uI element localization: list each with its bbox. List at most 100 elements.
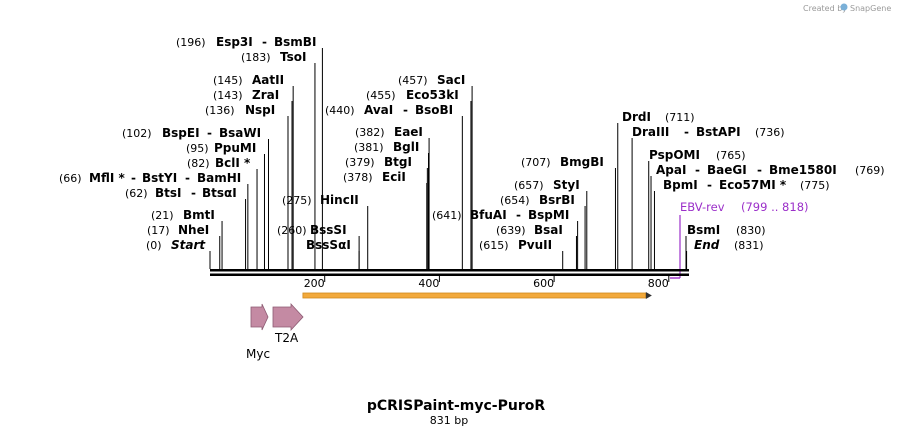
site-label-aatii[interactable]: (145) AatII — [213, 73, 284, 87]
map-length: 831 bp — [430, 414, 468, 427]
orf-bar — [302, 292, 647, 299]
site-lines — [209, 48, 688, 269]
site-label-hincii[interactable]: (275) HincII — [282, 193, 359, 207]
svg-text:SacI: SacI — [437, 73, 465, 87]
svg-text:BsrBI: BsrBI — [539, 193, 575, 207]
svg-text:(378): (378) — [343, 171, 373, 184]
svg-text:EaeI: EaeI — [394, 125, 423, 139]
site-label-bsai[interactable]: (639) BsaI — [496, 223, 563, 237]
svg-text:(21): (21) — [151, 209, 174, 222]
site-label-btgi[interactable]: (379) BtgI — [345, 155, 412, 169]
site-label-bpmi[interactable]: BpmI - Eco57MI * (775) — [663, 178, 830, 192]
svg-text:BsaWI: BsaWI — [219, 126, 261, 140]
svg-text:EciI: EciI — [382, 170, 406, 184]
svg-text:(136): (136) — [205, 104, 235, 117]
site-label-apai[interactable]: ApaI - BaeGI - Bme1580I (769) — [656, 163, 885, 177]
site-label-bgli[interactable]: (381) BglI — [354, 140, 419, 154]
feature-puro-orf[interactable] — [302, 292, 652, 299]
svg-text:BtsI: BtsI — [155, 186, 182, 200]
svg-text:BfuAI: BfuAI — [470, 208, 507, 222]
site-label-mfli[interactable]: (66) MflI * - BstYI - BamHI — [59, 171, 241, 185]
svg-text:(379): (379) — [345, 156, 375, 169]
site-label-bcli[interactable]: (82) BclI * — [187, 156, 251, 170]
svg-text:(143): (143) — [213, 89, 243, 102]
svg-text:BstYI: BstYI — [142, 171, 177, 185]
svg-text:-: - — [403, 103, 408, 117]
svg-text:HincII: HincII — [320, 193, 359, 207]
svg-text:(657): (657) — [514, 179, 544, 192]
svg-text:NheI: NheI — [178, 223, 209, 237]
svg-text:-: - — [185, 171, 190, 185]
svg-text:-: - — [516, 208, 521, 222]
svg-text:-: - — [684, 125, 689, 139]
axis-tick-label: 800 — [648, 277, 669, 290]
site-label-nspi[interactable]: (136) NspI — [205, 103, 275, 117]
site-label-bfuai[interactable]: (641) BfuAI - BspMI — [432, 208, 569, 222]
svg-text:BclI *: BclI * — [215, 156, 251, 170]
site-label-pspomi[interactable]: PspOMI (765) — [649, 148, 746, 162]
svg-text:BtgI: BtgI — [384, 155, 412, 169]
svg-text:PpuMI: PpuMI — [214, 141, 256, 155]
site-label-avai[interactable]: (440) AvaI - BsoBI — [325, 103, 453, 117]
site-label-bmgbi[interactable]: (707) BmgBI — [521, 155, 604, 169]
site-label-pvuii[interactable]: (615) PvuII — [479, 238, 552, 252]
svg-text:BtsαI: BtsαI — [202, 186, 237, 200]
svg-text:BssSαI: BssSαI — [306, 238, 351, 252]
site-label-btsi[interactable]: (62) BtsI - BtsαI — [125, 186, 237, 200]
site-label-draiii[interactable]: DraIII - BstAPI (736) — [632, 125, 785, 139]
svg-text:(102): (102) — [122, 127, 152, 140]
svg-text:Esp3I: Esp3I — [216, 35, 253, 49]
feature-myc[interactable]: Myc — [246, 303, 270, 361]
svg-text:-: - — [757, 163, 762, 177]
svg-text:(615): (615) — [479, 239, 509, 252]
svg-text:End: End — [694, 238, 720, 252]
sequence-backbone[interactable] — [210, 269, 689, 276]
backbone-bottom-strand — [210, 273, 689, 276]
site-label-eco53ki[interactable]: (455) Eco53kI — [366, 88, 459, 102]
svg-text:BspMI: BspMI — [528, 208, 569, 222]
site-label-styi[interactable]: (657) StyI — [514, 178, 580, 192]
axis-ticks: 200 400 600 800 — [304, 276, 670, 290]
svg-text:(17): (17) — [147, 224, 170, 237]
svg-text:BaeGI: BaeGI — [707, 163, 747, 177]
svg-text:(707): (707) — [521, 156, 551, 169]
svg-text:(62): (62) — [125, 187, 148, 200]
svg-text:-: - — [131, 171, 136, 185]
site-label-start[interactable]: (0) Start — [146, 238, 206, 252]
svg-text:(82): (82) — [187, 157, 210, 170]
svg-text:(0): (0) — [146, 239, 162, 252]
orf-arrowhead-icon — [645, 292, 652, 299]
site-label-bsssai[interactable]: BssSαI — [306, 238, 351, 252]
svg-text:(260): (260) — [277, 224, 307, 237]
svg-text:(654): (654) — [500, 194, 530, 207]
svg-text:(440): (440) — [325, 104, 355, 117]
site-label-zrai[interactable]: (143) ZraI — [213, 88, 279, 102]
svg-text:MflI *: MflI * — [89, 171, 125, 185]
site-label-bmti[interactable]: (21) BmtI — [151, 208, 215, 222]
site-label-end[interactable]: End (831) — [694, 238, 764, 252]
site-label-bsmi[interactable]: BsmI (830) — [687, 223, 766, 237]
feature-t2a[interactable]: T2A — [272, 302, 304, 345]
site-label-drdi[interactable]: DrdI (711) — [622, 110, 695, 124]
site-label-bsssi[interactable]: (260) BssSI — [277, 223, 347, 237]
site-label-nhei[interactable]: (17) NheI — [147, 223, 209, 237]
svg-text:BpmI: BpmI — [663, 178, 698, 192]
svg-text:BamHI: BamHI — [197, 171, 241, 185]
site-label-ecii[interactable]: (378) EciI — [343, 170, 406, 184]
svg-text:(95): (95) — [186, 142, 209, 155]
site-label-saci[interactable]: (457) SacI — [398, 73, 465, 87]
primer-range: (799 .. 818) — [741, 200, 809, 214]
site-label-ppumi[interactable]: (95) PpuMI — [186, 141, 256, 155]
primer-ebv-rev[interactable]: EBV-rev (799 .. 818) — [670, 200, 809, 279]
site-label-bspei[interactable]: (102) BspEI - BsaWI — [122, 126, 261, 140]
site-label-eaei[interactable]: (382) EaeI — [355, 125, 423, 139]
svg-text:BglI: BglI — [393, 140, 419, 154]
site-label-tsoi[interactable]: (183) TsoI — [241, 50, 306, 64]
svg-text:BsmI: BsmI — [687, 223, 720, 237]
site-label-esp3i[interactable]: (196) Esp3I - BsmBI — [176, 35, 316, 49]
svg-text:BmgBI: BmgBI — [560, 155, 604, 169]
svg-text:(66): (66) — [59, 172, 82, 185]
site-label-bsrbi[interactable]: (654) BsrBI — [500, 193, 575, 207]
svg-text:ApaI: ApaI — [656, 163, 686, 177]
